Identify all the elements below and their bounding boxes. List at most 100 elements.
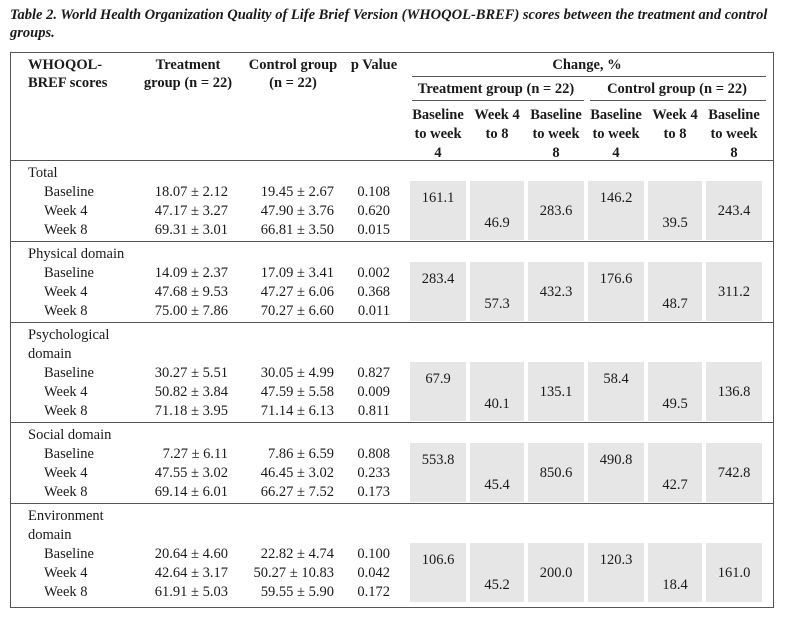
whoqol-table: WHOQOL- BREF scores Treatment group (n =…: [10, 52, 774, 608]
p-value: 0.172: [357, 584, 390, 600]
change-value: 46.9: [484, 214, 510, 231]
subheader-4-line-0: Week 4: [652, 107, 698, 123]
treatment-value: 75.00 ± 7.86: [154, 303, 228, 319]
subheader-3-line-2: 4: [612, 145, 620, 161]
p-value: 0.011: [357, 303, 390, 319]
control-value: 7.86 ± 6.59: [268, 446, 334, 462]
change-value: 39.5: [662, 214, 688, 231]
change-cell-bg: [706, 362, 762, 421]
section-title: Psychological: [28, 327, 110, 343]
change-value: 49.5: [662, 395, 688, 412]
change-cell-bg: [410, 362, 466, 421]
section-title: Environment: [28, 508, 104, 524]
change-cell-bg: [588, 362, 644, 421]
control-value: 30.05 ± 4.99: [260, 365, 334, 381]
change-cell-bg: [706, 543, 762, 602]
p-value: 0.009: [357, 384, 390, 400]
row-label: Baseline: [44, 446, 94, 462]
subheader-0-line-1: to week: [414, 126, 462, 142]
header-rule-control: [590, 100, 766, 101]
row-label: Week 4: [44, 284, 88, 300]
row-label: Week 4: [44, 203, 88, 219]
change-cell-bg: [588, 443, 644, 502]
change-value: 48.7: [662, 295, 688, 312]
p-value: 0.620: [357, 203, 390, 219]
change-cell-bg: [410, 443, 466, 502]
subheader-2-line-1: to week: [532, 126, 580, 142]
subheader-5-line-1: to week: [710, 126, 758, 142]
treatment-value: 20.64 ± 4.60: [154, 546, 228, 562]
section-rule: [10, 160, 774, 161]
treatment-value: 42.64 ± 3.17: [154, 565, 228, 581]
change-value: 42.7: [662, 476, 688, 493]
change-cell-bg: [528, 362, 584, 421]
header-treatment: Treatment: [155, 57, 221, 73]
table-caption: Table 2. World Health Organization Quali…: [10, 7, 768, 41]
header-treatment-group: Treatment group (n = 22): [417, 81, 575, 97]
subheader-1-line-0: Week 4: [474, 107, 520, 123]
change-cell-bg: [588, 181, 644, 240]
control-value: 17.09 ± 3.41: [260, 265, 334, 281]
change-cell-bg: [470, 262, 524, 321]
change-value: 57.3: [484, 295, 510, 312]
header-rule-change: [412, 76, 766, 77]
header-control: Control group: [248, 57, 338, 73]
treatment-value: 30.27 ± 5.51: [154, 365, 228, 381]
control-value: 50.27 ± 10.83: [253, 565, 334, 581]
table-top-rule: [10, 52, 774, 53]
section-rule: [10, 241, 774, 242]
control-value: 47.90 ± 3.76: [260, 203, 334, 219]
change-cell-bg: [648, 262, 702, 321]
control-value: 71.14 ± 6.13: [260, 403, 334, 419]
treatment-value: 7.27 ± 6.11: [162, 446, 228, 462]
treatment-value: 18.07 ± 2.12: [154, 184, 228, 200]
control-value: 46.45 ± 3.02: [260, 465, 334, 481]
control-value: 19.45 ± 2.67: [260, 184, 334, 200]
row-label: Baseline: [44, 265, 94, 281]
table-left-rule: [10, 52, 11, 608]
change-cell-bg: [470, 362, 524, 421]
p-value: 0.808: [357, 446, 390, 462]
control-value: 22.82 ± 4.74: [260, 546, 334, 562]
change-value: 176.6: [599, 271, 633, 288]
change-value: 135.1: [539, 383, 573, 400]
subheader-0-line-0: Baseline: [412, 107, 464, 123]
header-change: Change, %: [552, 57, 622, 73]
change-value: 243.4: [717, 202, 751, 219]
change-value: 120.3: [599, 552, 633, 569]
change-cell-bg: [528, 262, 584, 321]
treatment-value: 69.14 ± 6.01: [154, 484, 228, 500]
row-label: Baseline: [44, 365, 94, 381]
header-scores-2: BREF scores: [28, 75, 108, 91]
change-value: 146.2: [599, 190, 633, 207]
control-value: 47.27 ± 6.06: [260, 284, 334, 300]
change-value: 850.6: [539, 464, 573, 481]
section-title: domain: [28, 346, 72, 362]
treatment-value: 69.31 ± 3.01: [154, 222, 228, 238]
subheader-5-line-0: Baseline: [708, 107, 760, 123]
change-value: 432.3: [539, 283, 573, 300]
row-label: Week 8: [44, 484, 88, 500]
treatment-value: 71.18 ± 3.95: [154, 403, 228, 419]
row-label: Week 4: [44, 565, 88, 581]
table-bottom-rule: [10, 607, 774, 608]
change-value: 283.6: [539, 202, 573, 219]
row-label: Week 8: [44, 222, 88, 238]
change-cell-bg: [706, 443, 762, 502]
change-cell-bg: [470, 443, 524, 502]
section-rule: [10, 422, 774, 423]
p-value: 0.100: [357, 546, 390, 562]
section-title: Total: [28, 165, 58, 181]
treatment-value: 61.91 ± 5.03: [154, 584, 228, 600]
row-label: Week 4: [44, 384, 88, 400]
subheader-2-line-2: 8: [552, 145, 560, 161]
row-label: Week 8: [44, 403, 88, 419]
control-value: 66.81 ± 3.50: [260, 222, 334, 238]
section-rule: [10, 322, 774, 323]
change-value: 283.4: [421, 271, 455, 288]
header-scores: WHOQOL-: [28, 57, 103, 73]
p-value: 0.015: [357, 222, 390, 238]
treatment-value: 47.17 ± 3.27: [154, 203, 228, 219]
change-cell-bg: [648, 181, 702, 240]
subheader-0-line-2: 4: [434, 145, 442, 161]
